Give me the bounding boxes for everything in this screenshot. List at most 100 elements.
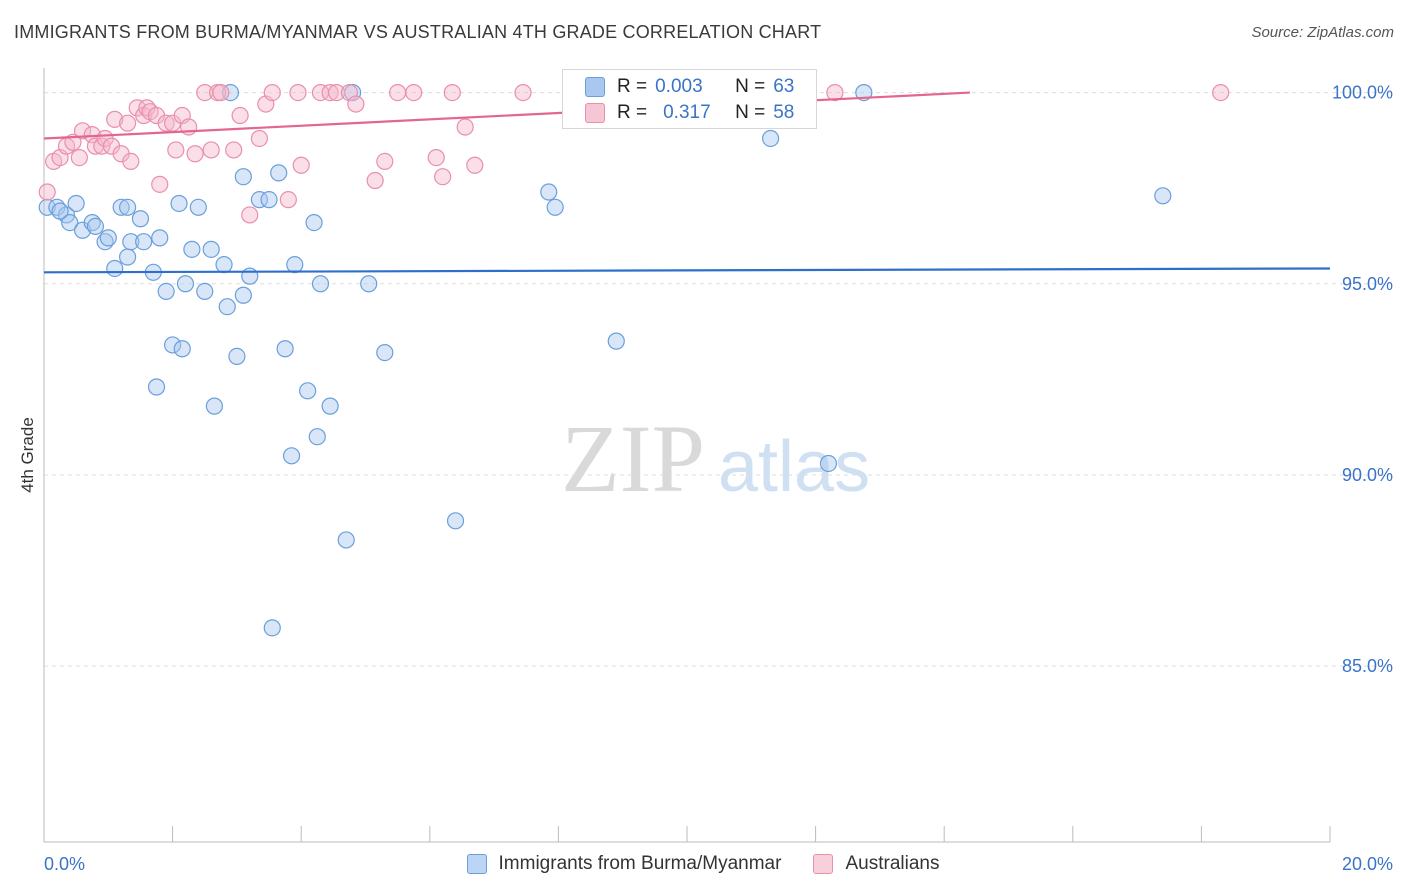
legend-swatch-blue bbox=[585, 77, 605, 97]
point-burma bbox=[38, 198, 56, 216]
point-burma bbox=[376, 343, 394, 362]
y-tick-label: 90.0% bbox=[1342, 465, 1393, 485]
y-tick-label: 85.0% bbox=[1342, 656, 1393, 676]
point-burma bbox=[99, 229, 117, 247]
chart-title: IMMIGRANTS FROM BURMA/MYANMAR VS AUSTRAL… bbox=[14, 22, 822, 42]
point-australians bbox=[157, 114, 175, 132]
series-legend-item-burma[interactable]: Immigrants from Burma/Myanmar bbox=[466, 853, 782, 875]
point-burma bbox=[546, 198, 564, 216]
series-legend-item-australians[interactable]: Australians bbox=[813, 853, 939, 875]
point-australians bbox=[321, 83, 339, 102]
legend-r-label: R = bbox=[617, 76, 648, 97]
point-australians bbox=[70, 148, 88, 167]
point-burma bbox=[215, 256, 233, 274]
point-burma bbox=[228, 347, 246, 366]
point-burma bbox=[234, 168, 252, 186]
point-burma bbox=[51, 202, 69, 220]
point-australians bbox=[151, 175, 169, 193]
point-burma bbox=[151, 229, 169, 247]
point-australians bbox=[514, 83, 532, 102]
correlation-legend: R = 0.003 N = 63 R = 0.317 N = 58 bbox=[562, 69, 817, 129]
point-australians bbox=[212, 83, 230, 102]
point-burma bbox=[1154, 187, 1172, 205]
point-australians bbox=[202, 141, 220, 159]
point-burma bbox=[540, 183, 558, 201]
point-australians bbox=[443, 83, 461, 102]
point-burma bbox=[173, 340, 191, 358]
point-burma bbox=[819, 454, 838, 473]
tick-labels: 100.0% 95.0% 90.0% 85.0% 0.0% 20.0% bbox=[44, 83, 1393, 874]
x-tick-label: 20.0% bbox=[1342, 854, 1393, 874]
point-burma bbox=[183, 240, 201, 258]
point-australians bbox=[434, 168, 452, 186]
point-burma bbox=[308, 428, 326, 446]
axes bbox=[43, 68, 1331, 843]
series-swatch-pink bbox=[813, 854, 834, 874]
point-burma bbox=[221, 83, 240, 102]
point-burma bbox=[196, 282, 214, 301]
point-burma bbox=[282, 447, 301, 465]
point-burma bbox=[202, 240, 220, 258]
legend-n-value: 58 bbox=[773, 102, 795, 123]
point-burma bbox=[106, 259, 124, 278]
point-burma bbox=[234, 286, 252, 304]
legend-r-value: 0.317 bbox=[663, 102, 711, 123]
point-australians bbox=[231, 106, 249, 125]
point-burma bbox=[218, 298, 236, 316]
point-australians bbox=[225, 141, 243, 159]
point-australians bbox=[279, 191, 297, 209]
x-tick-label: 0.0% bbox=[44, 854, 85, 874]
point-burma bbox=[761, 129, 780, 148]
point-australians bbox=[1212, 83, 1230, 102]
point-australians bbox=[405, 83, 423, 102]
point-australians bbox=[466, 156, 484, 174]
point-burma bbox=[67, 194, 85, 213]
point-australians bbox=[118, 114, 137, 132]
point-burma bbox=[147, 378, 166, 396]
point-burma bbox=[241, 267, 259, 285]
point-burma bbox=[118, 248, 137, 266]
point-australians bbox=[250, 129, 269, 148]
legend-n-value: 63 bbox=[773, 76, 795, 97]
series-legend: Immigrants from Burma/Myanmar Australian… bbox=[0, 852, 1406, 876]
point-burma bbox=[157, 282, 175, 301]
point-australians bbox=[38, 183, 56, 201]
legend-n-label: N = bbox=[735, 76, 766, 97]
point-australians bbox=[292, 156, 310, 174]
point-australians bbox=[73, 122, 92, 140]
point-burma bbox=[122, 233, 140, 251]
source-credit: Source: ZipAtlas.com bbox=[1251, 24, 1394, 41]
data-points bbox=[38, 83, 1230, 637]
series-legend-label: Immigrants from Burma/Myanmar bbox=[498, 853, 782, 874]
legend-swatch-pink bbox=[585, 103, 605, 123]
point-australians bbox=[427, 148, 445, 167]
point-burma bbox=[112, 198, 130, 216]
legend-n-label: N = bbox=[735, 102, 766, 123]
watermark-atlas: atlas bbox=[718, 427, 870, 507]
point-australians bbox=[389, 83, 407, 102]
point-australians bbox=[376, 152, 394, 171]
point-australians bbox=[327, 83, 346, 102]
point-burma bbox=[170, 194, 188, 213]
point-burma bbox=[86, 217, 105, 236]
point-australians bbox=[241, 206, 259, 224]
point-burma bbox=[276, 340, 294, 358]
legend-row-australians: R = 0.317 N = 58 bbox=[585, 101, 794, 125]
legend-r-value: 0.003 bbox=[655, 76, 703, 97]
point-burma bbox=[260, 191, 278, 209]
point-burma bbox=[321, 397, 339, 415]
point-australians bbox=[366, 171, 384, 190]
point-burma bbox=[176, 275, 195, 293]
point-burma bbox=[61, 213, 79, 232]
point-burma bbox=[446, 512, 465, 530]
point-australians bbox=[289, 83, 307, 102]
point-australians bbox=[263, 83, 281, 102]
point-burma bbox=[189, 198, 207, 216]
point-burma bbox=[311, 275, 330, 293]
point-burma bbox=[263, 619, 281, 637]
point-burma bbox=[131, 210, 150, 228]
series-legend-label: Australians bbox=[845, 853, 940, 874]
point-australians bbox=[167, 141, 185, 159]
point-burma bbox=[607, 332, 625, 350]
